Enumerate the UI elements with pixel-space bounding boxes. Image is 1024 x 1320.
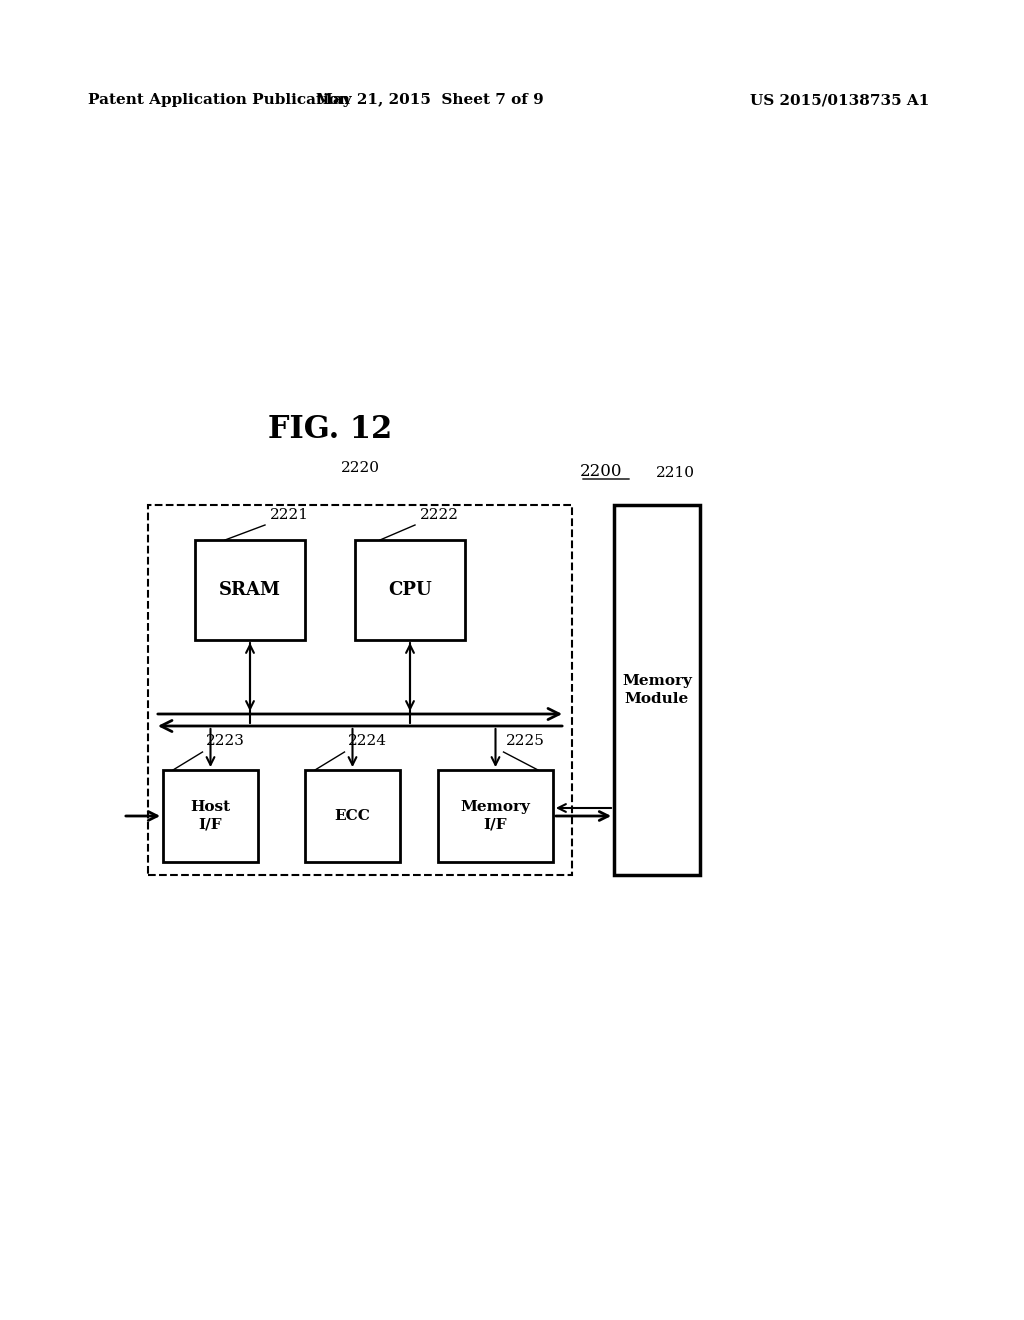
Text: FIG. 12: FIG. 12 bbox=[268, 414, 392, 446]
Text: Memory
Module: Memory Module bbox=[622, 675, 692, 706]
Text: SRAM: SRAM bbox=[219, 581, 281, 599]
Bar bbox=[195, 540, 305, 640]
Text: 2224: 2224 bbox=[347, 734, 386, 748]
Bar bbox=[148, 506, 572, 875]
Text: Host
I/F: Host I/F bbox=[190, 800, 230, 832]
Text: Patent Application Publication: Patent Application Publication bbox=[88, 92, 350, 107]
Bar bbox=[163, 770, 258, 862]
Bar bbox=[355, 540, 465, 640]
Text: 2223: 2223 bbox=[206, 734, 245, 748]
Text: 2225: 2225 bbox=[506, 734, 545, 748]
Bar bbox=[614, 506, 700, 875]
Bar bbox=[438, 770, 553, 862]
Text: 2210: 2210 bbox=[656, 466, 695, 480]
Text: ECC: ECC bbox=[335, 809, 371, 822]
Text: US 2015/0138735 A1: US 2015/0138735 A1 bbox=[750, 92, 930, 107]
Text: Memory
I/F: Memory I/F bbox=[461, 800, 530, 832]
Text: 2220: 2220 bbox=[341, 461, 380, 475]
Bar bbox=[305, 770, 400, 862]
Text: May 21, 2015  Sheet 7 of 9: May 21, 2015 Sheet 7 of 9 bbox=[316, 92, 544, 107]
Text: 2221: 2221 bbox=[270, 508, 309, 521]
Text: 2200: 2200 bbox=[580, 463, 623, 480]
Text: CPU: CPU bbox=[388, 581, 432, 599]
Text: 2222: 2222 bbox=[420, 508, 459, 521]
